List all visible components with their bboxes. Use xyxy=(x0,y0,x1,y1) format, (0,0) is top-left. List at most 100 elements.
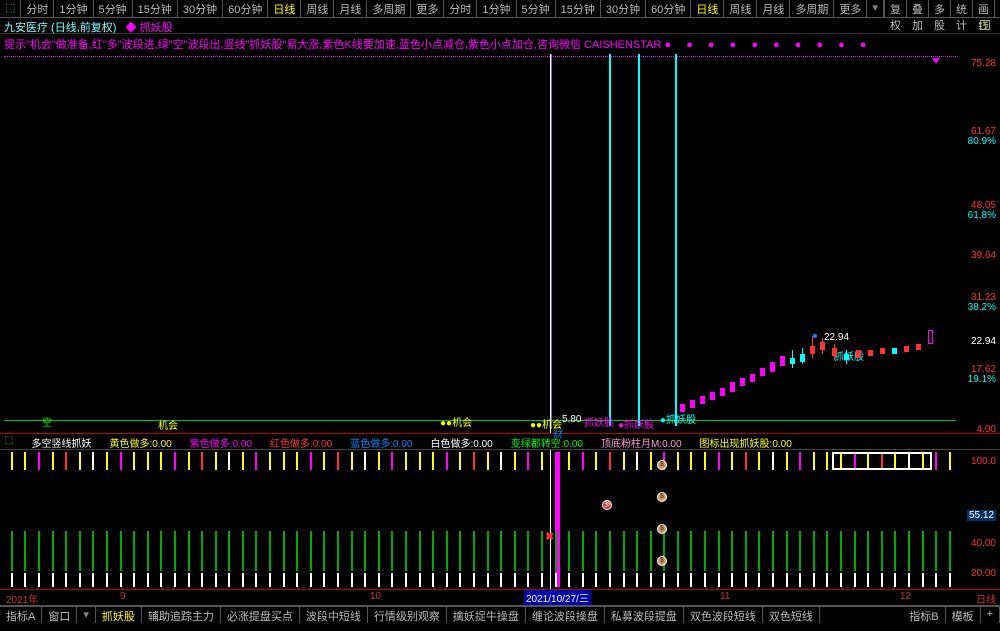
hist-col xyxy=(453,452,467,587)
sub-chart[interactable]: 100.055.1240.0020.00 多$$$$✖ xyxy=(0,450,1000,590)
bottom-tab-right[interactable]: 指标B xyxy=(903,607,945,623)
toolbar-button[interactable]: 复权 xyxy=(884,0,906,17)
hist-col xyxy=(874,452,888,587)
toolbar-button[interactable]: 统计 xyxy=(950,0,972,17)
timeframe-tab[interactable]: 更多 xyxy=(411,0,444,17)
hist-col xyxy=(31,452,45,587)
date-label: 2021年 xyxy=(6,591,38,606)
timeframe-tab[interactable]: 分时 xyxy=(444,0,477,17)
hist-col xyxy=(86,452,100,587)
hist-col xyxy=(806,452,820,587)
hist-col xyxy=(521,452,535,587)
timeframe-tab[interactable]: 月线 xyxy=(757,0,790,17)
timeframe-tab[interactable]: 分时 xyxy=(21,0,54,17)
hist-col xyxy=(385,452,399,587)
timeframe-tab[interactable]: 月线 xyxy=(334,0,367,17)
hist-col xyxy=(779,452,793,587)
toolbar-button[interactable]: 画线 xyxy=(972,0,994,17)
indicator-tab[interactable]: 双色短线 xyxy=(763,607,820,623)
chart-mark: 财 xyxy=(553,426,563,441)
indicator-tab[interactable]: 波段中短线 xyxy=(300,607,368,623)
timeframe-tab[interactable]: 60分钟 xyxy=(646,0,691,17)
hist-col xyxy=(425,452,439,587)
y-label: 100.0 xyxy=(971,456,996,467)
timeframe-tab[interactable]: 日线 xyxy=(691,0,724,17)
toolbar-button[interactable]: 多股 xyxy=(928,0,950,17)
hist-col xyxy=(99,452,113,587)
indicator-value: 紫色做多:0.00 xyxy=(190,435,252,448)
timeframe-tab[interactable]: 日线 xyxy=(268,0,301,17)
bottom-tab-right[interactable]: + xyxy=(981,607,1000,623)
signal-dot xyxy=(813,334,817,338)
hist-col xyxy=(847,452,861,587)
hist-col xyxy=(18,452,32,587)
indicator-tab[interactable]: 私募波段提盘 xyxy=(605,607,684,623)
main-chart[interactable]: 75.2861.6780.9%48.0561.8%39.6431.2338.2%… xyxy=(0,54,1000,434)
sub-indicator-header: ⬚ 多空竖线抓妖黄色做多:0.00紫色做多:0.00红色做多:0.00蓝色做多:… xyxy=(0,434,1000,450)
indicator-tab[interactable]: 行情级别观察 xyxy=(368,607,447,623)
y-label: 40.00 xyxy=(971,538,996,549)
y-label: 38.2% xyxy=(968,302,996,313)
hist-col xyxy=(561,452,575,587)
timeframe-tab[interactable]: 1分钟 xyxy=(477,0,516,17)
timeframe-tab[interactable]: 多周期 xyxy=(790,0,834,17)
indicator-tab[interactable]: 缠论波段操盘 xyxy=(526,607,605,623)
y-label: 19.1% xyxy=(968,374,996,385)
chart-mark: 机会 xyxy=(158,417,178,432)
chart-mark: 空 xyxy=(42,414,52,429)
timeframe-tab[interactable]: 15分钟 xyxy=(556,0,601,17)
timeframe-tab[interactable]: 60分钟 xyxy=(223,0,268,17)
hist-col xyxy=(643,452,657,587)
hist-col xyxy=(303,452,317,587)
timeframe-tab[interactable]: 1分钟 xyxy=(54,0,93,17)
bottom-tabs: 指标A窗口▾抓妖股辅助追踪主力必涨提盘买点波段中短线行情级别观察擒妖捉牛操盘缠论… xyxy=(0,606,1000,623)
toolbar-button[interactable]: 叠加 xyxy=(906,0,928,17)
timeframe-tab[interactable]: 5分钟 xyxy=(94,0,133,17)
indicator-tab[interactable]: 辅助追踪主力 xyxy=(142,607,221,623)
chart-title-bar: 九安医疗 (日线,前复权) ◆ 抓妖股 × xyxy=(0,18,1000,34)
indicator-value: 红色做多:0.00 xyxy=(270,435,332,448)
hist-col xyxy=(72,452,86,587)
hist-col xyxy=(439,452,453,587)
timeframe-tab[interactable]: 多周期 xyxy=(367,0,411,17)
toolbar-button[interactable]: F10 xyxy=(994,0,1000,17)
hist-col xyxy=(792,452,806,587)
hist-col xyxy=(602,452,616,587)
close-icon[interactable]: × xyxy=(980,20,990,30)
indicator-tab[interactable]: 擒妖捉牛操盘 xyxy=(447,607,526,623)
tick-icon[interactable]: ⬚ xyxy=(0,0,21,17)
hist-col xyxy=(507,452,521,587)
timeframe-tab[interactable]: 5分钟 xyxy=(517,0,556,17)
bottom-tab-right[interactable]: 模板 xyxy=(946,607,981,623)
hist-col xyxy=(629,452,643,587)
y-label: 22.94 xyxy=(971,336,996,347)
hist-col xyxy=(317,452,331,587)
period-label: 日线 xyxy=(976,591,996,606)
more-dropdown[interactable]: ▾ xyxy=(867,0,884,17)
date-label: 9 xyxy=(120,591,126,602)
bottom-tab[interactable]: 指标A xyxy=(0,607,42,623)
indicator-tab[interactable]: 必涨提盘买点 xyxy=(221,607,300,623)
indicator-value: 白色做多:0.00 xyxy=(430,435,492,448)
bottom-tab[interactable]: 窗口 xyxy=(42,607,77,623)
indicator-tab[interactable]: 双色波段短线 xyxy=(684,607,763,623)
timeframe-tab[interactable]: 更多 xyxy=(834,0,867,17)
hist-col xyxy=(684,452,698,587)
y-label: 61.8% xyxy=(968,210,996,221)
tab-dropdown[interactable]: ▾ xyxy=(77,607,96,623)
timeframe-tab[interactable]: 30分钟 xyxy=(178,0,223,17)
hist-col xyxy=(589,452,603,587)
timeframe-tab[interactable]: 30分钟 xyxy=(601,0,646,17)
arrow-icon xyxy=(932,58,940,64)
hist-col xyxy=(249,452,263,587)
timeframe-tab[interactable]: 周线 xyxy=(301,0,334,17)
timeframe-tab[interactable]: 15分钟 xyxy=(133,0,178,17)
hist-col xyxy=(235,452,249,587)
hist-col xyxy=(208,452,222,587)
hist-col xyxy=(45,452,59,587)
y-label: 55.12 xyxy=(967,510,996,521)
hist-col xyxy=(752,452,766,587)
chart-mark: ●●机会 xyxy=(440,414,472,429)
timeframe-tab[interactable]: 周线 xyxy=(724,0,757,17)
indicator-tab[interactable]: 抓妖股 xyxy=(96,607,142,623)
